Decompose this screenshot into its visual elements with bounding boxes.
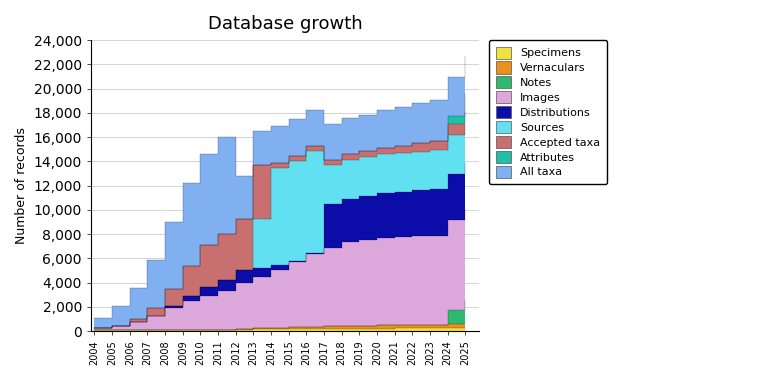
Y-axis label: Number of records: Number of records [15,127,28,244]
Legend: Specimens, Vernaculars, Notes, Images, Distributions, Sources, Accepted taxa, At: Specimens, Vernaculars, Notes, Images, D… [489,40,607,184]
Title: Database growth: Database growth [208,15,363,33]
